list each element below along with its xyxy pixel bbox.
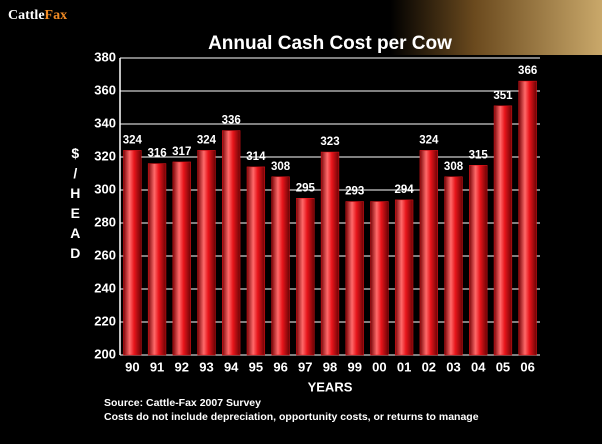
data-label: 294: [395, 184, 415, 196]
x-tick-label: 91: [150, 359, 164, 374]
data-label: 316: [147, 148, 166, 160]
caveat-note: Costs do not include depreciation, oppor…: [104, 411, 479, 423]
logo: CattleFax: [8, 8, 67, 23]
bar: [493, 105, 513, 356]
data-label: 293: [345, 186, 364, 198]
bar: [419, 150, 438, 356]
header-photo: [390, 0, 602, 55]
data-label: 315: [469, 149, 489, 161]
bar: [394, 199, 414, 356]
data-label: 308: [444, 161, 464, 173]
bar: [123, 150, 142, 356]
y-tick-label: 340: [94, 115, 116, 130]
x-axis-label: YEARS: [308, 379, 353, 394]
y-tick-label: 240: [94, 280, 116, 295]
x-tick-label: 01: [397, 359, 411, 374]
data-label: 323: [320, 136, 339, 148]
bar: [246, 166, 266, 356]
y-tick-label: 260: [94, 247, 116, 262]
x-tick-label: 05: [496, 359, 510, 374]
y-tick-label: 280: [94, 214, 116, 229]
bar: [271, 176, 290, 356]
x-tick-label: 94: [224, 359, 239, 374]
bar: [370, 201, 389, 356]
data-label: 366: [518, 65, 537, 77]
x-tick-label: 02: [422, 359, 436, 374]
y-axis-label: $/HEAD: [67, 145, 83, 265]
x-tick-label: 04: [471, 359, 486, 374]
x-tick-label: 96: [273, 359, 287, 374]
y-tick-label: 320: [94, 148, 116, 163]
bar: [469, 165, 488, 356]
bar: [320, 151, 340, 356]
data-label: 351: [493, 90, 513, 102]
data-label: 314: [246, 151, 266, 163]
source-note: Source: Cattle-Fax 2007 Survey: [104, 397, 261, 409]
x-tick-label: 00: [372, 359, 386, 374]
bar: [222, 130, 241, 356]
data-label: 324: [419, 134, 439, 146]
data-label: 336: [222, 115, 241, 127]
x-tick-label: 03: [446, 359, 460, 374]
x-tick-label: 97: [298, 359, 312, 374]
bar: [147, 163, 167, 356]
x-tick-label: 92: [175, 359, 189, 374]
y-tick-label: 300: [94, 181, 116, 196]
bar: [296, 198, 315, 356]
data-label: 317: [172, 146, 191, 158]
x-tick-label: 95: [249, 359, 263, 374]
y-tick-label: 380: [94, 49, 116, 64]
data-label: 324: [123, 134, 143, 146]
data-label: 324: [197, 134, 217, 146]
y-tick-label: 200: [94, 346, 116, 361]
bar: [444, 176, 463, 356]
logo-first: Cattle: [8, 8, 45, 23]
x-tick-label: 99: [347, 359, 361, 374]
logo-second: Fax: [45, 8, 68, 23]
x-tick-label: 06: [520, 359, 534, 374]
y-tick-label: 360: [94, 82, 116, 97]
x-tick-label: 93: [199, 359, 213, 374]
data-label: 308: [271, 161, 291, 173]
chart-title: Annual Cash Cost per Cow: [208, 33, 452, 54]
data-label: 295: [296, 182, 316, 194]
bar: [345, 201, 364, 356]
bar: [518, 80, 537, 356]
bar: [197, 150, 216, 356]
bar: [172, 161, 191, 356]
x-tick-label: 90: [125, 359, 139, 374]
y-tick-label: 220: [94, 313, 116, 328]
x-tick-label: 98: [323, 359, 337, 374]
